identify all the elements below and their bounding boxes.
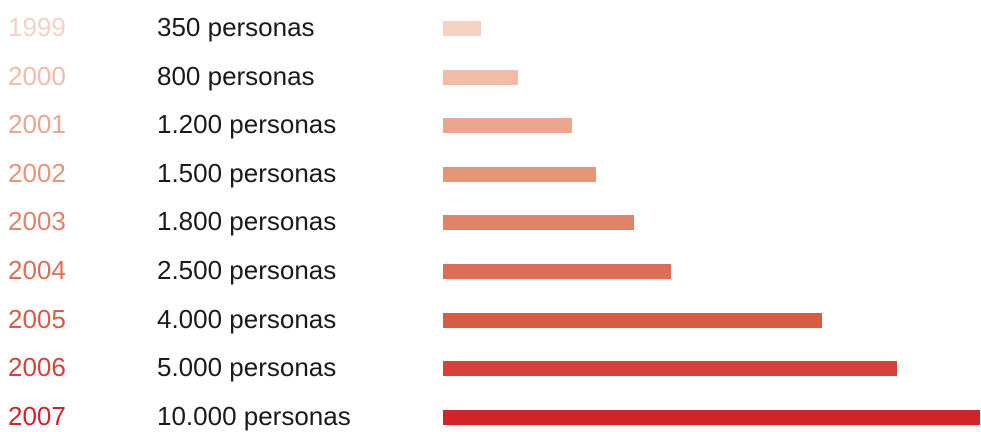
value-label: 350 personas — [157, 12, 315, 42]
bar — [443, 264, 672, 279]
value-label: 4.000 personas — [157, 303, 337, 334]
value-label: 1.500 personas — [157, 157, 337, 188]
bar — [443, 166, 597, 182]
bar-row: 2002 1.500 personas — [0, 157, 981, 189]
year-label: 2007 — [8, 400, 66, 431]
bar-row: 2005 4.000 personas — [0, 303, 981, 335]
bar — [443, 409, 980, 425]
year-label: 2003 — [8, 206, 66, 237]
bar-row: 1999 350 personas — [0, 11, 981, 43]
bar — [443, 215, 634, 231]
bar — [443, 21, 481, 36]
year-label: 2002 — [8, 157, 66, 188]
value-label: 1.200 personas — [157, 109, 337, 140]
bar-row: 2007 10.000 personas — [0, 400, 981, 432]
value-label: 5.000 personas — [157, 352, 337, 383]
bar — [443, 312, 822, 328]
bar-row: 2000 800 personas — [0, 60, 981, 92]
bar — [443, 69, 519, 85]
value-label: 1.800 personas — [157, 206, 337, 237]
value-label: 2.500 personas — [157, 255, 337, 285]
bar-row: 2004 2.500 personas — [0, 254, 981, 286]
year-label: 2004 — [8, 255, 66, 285]
bar-row: 2001 1.200 personas — [0, 108, 981, 140]
bar-row: 2006 5.000 personas — [0, 351, 981, 383]
value-label: 10.000 personas — [157, 400, 351, 431]
year-label: 2001 — [8, 109, 66, 140]
year-label: 2000 — [8, 60, 66, 91]
bar — [443, 118, 572, 134]
bar-row: 2003 1.800 personas — [0, 205, 981, 237]
value-label: 800 personas — [157, 60, 315, 91]
year-label: 2006 — [8, 352, 66, 383]
year-label: 1999 — [8, 12, 66, 42]
year-label: 2005 — [8, 303, 66, 334]
bar — [443, 361, 897, 377]
